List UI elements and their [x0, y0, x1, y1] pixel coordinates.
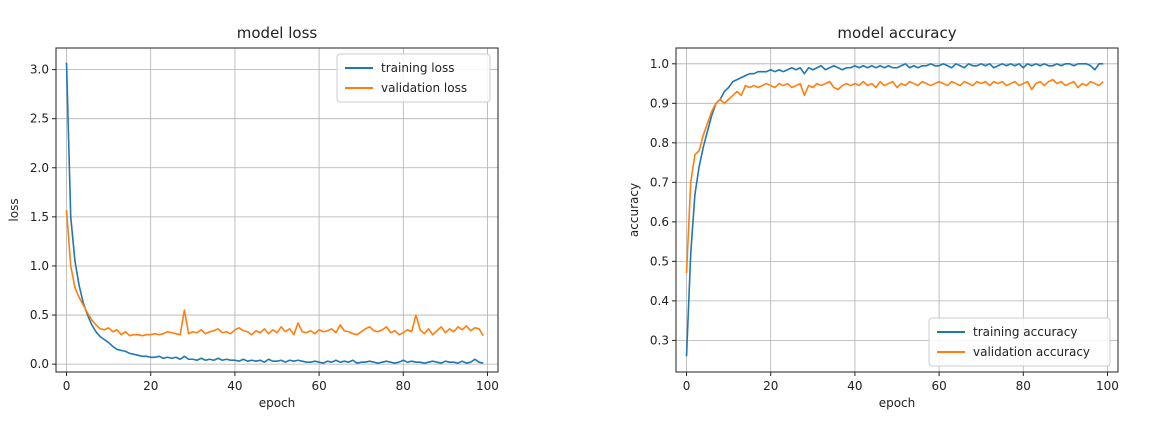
y-tick-label: 2.5	[30, 112, 49, 126]
y-tick-label: 0.9	[650, 96, 669, 110]
x-tick-label: 0	[63, 379, 71, 393]
axes-frame	[675, 47, 1119, 373]
x-tick-label: 40	[227, 379, 242, 393]
legend-label: training accuracy	[973, 325, 1077, 339]
y-axis-label: loss	[7, 198, 21, 221]
legend-box	[928, 317, 1111, 367]
y-tick-label: 1.5	[30, 210, 49, 224]
y-tick-label: 0.0	[30, 357, 49, 371]
y-tick-label: 0.6	[650, 215, 669, 229]
y-tick-label: 0.4	[650, 294, 669, 308]
legend-label: training loss	[381, 61, 454, 75]
y-tick-label: 0.5	[650, 254, 669, 268]
y-tick-label: 1.0	[30, 259, 49, 273]
x-tick-label: 60	[311, 379, 326, 393]
x-tick-label: 80	[1016, 379, 1031, 393]
legend: training loss validation loss	[336, 53, 491, 103]
y-tick-label: 0.8	[650, 136, 669, 150]
y-tick-label: 0.7	[650, 175, 669, 189]
chart-0: 0 20 40 60 80 100 0.0 0.5 1.0 1.5 2.0 2.5 3.0 model l…	[7, 24, 499, 410]
x-tick-label: 80	[396, 379, 411, 393]
legend-label: validation loss	[381, 81, 467, 95]
chart-1: 0 20 40 60 80 100 0.3 0.4 0.5 0.6 0.7 0.8 0.9 1.0 mode…	[627, 24, 1119, 410]
legend: training accuracy validation accuracy	[928, 317, 1111, 367]
x-tick-label: 20	[143, 379, 158, 393]
x-tick-label: 40	[847, 379, 862, 393]
chart-title: model accuracy	[837, 24, 956, 42]
y-tick-label: 3.0	[30, 63, 49, 77]
x-tick-label: 100	[1096, 379, 1119, 393]
x-axis-label: epoch	[259, 396, 296, 410]
series-line-validation-accuracy	[685, 78, 1104, 274]
legend-label: validation accuracy	[973, 345, 1090, 359]
x-tick-label: 20	[763, 379, 778, 393]
y-tick-label: 2.0	[30, 161, 49, 175]
y-tick-label: 0.3	[650, 333, 669, 347]
axes-frame	[55, 47, 499, 373]
chart-title: model loss	[237, 24, 318, 42]
x-tick-label: 60	[931, 379, 946, 393]
x-axis-label: epoch	[879, 396, 916, 410]
x-tick-label: 0	[683, 379, 691, 393]
x-tick-label: 100	[476, 379, 499, 393]
series-line-training-loss	[65, 62, 484, 364]
series-line-training-accuracy	[685, 62, 1104, 357]
y-tick-label: 1.0	[650, 57, 669, 71]
y-tick-label: 0.5	[30, 308, 49, 322]
y-axis-label: accuracy	[627, 183, 641, 237]
series-line-validation-loss	[65, 209, 484, 337]
legend-box	[336, 53, 491, 103]
